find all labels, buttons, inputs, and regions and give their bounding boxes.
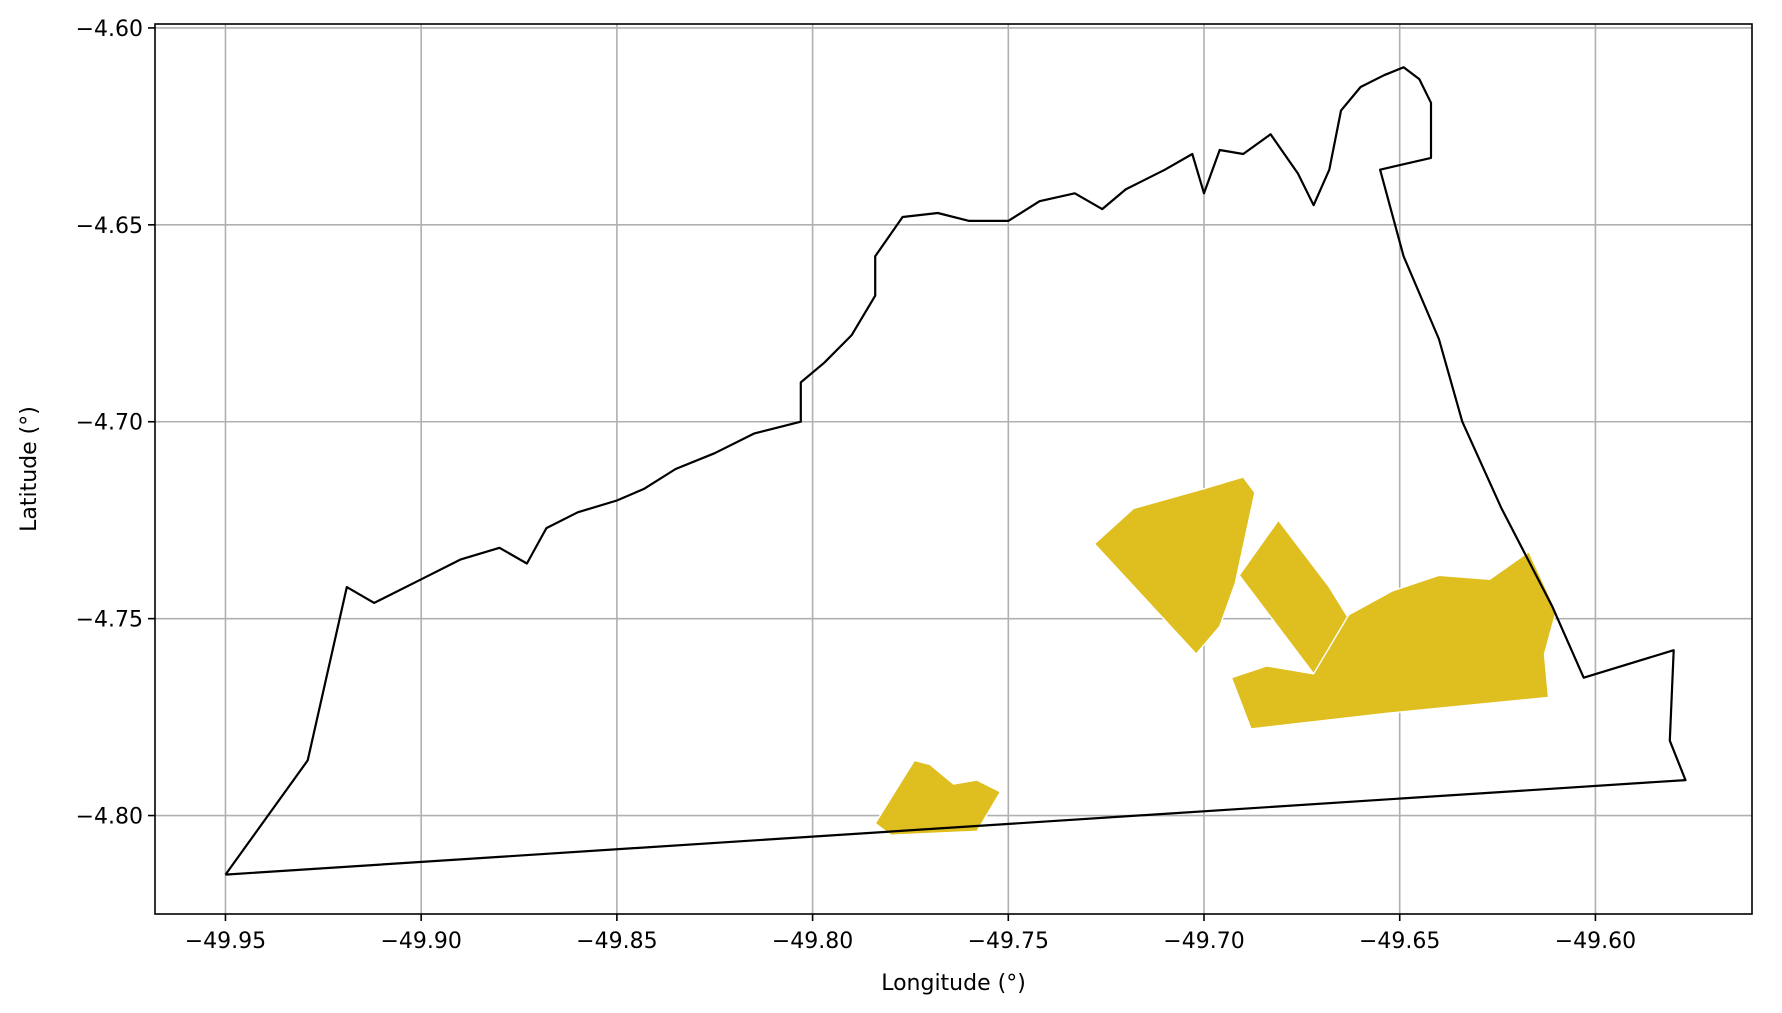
parcel-1	[1093, 476, 1256, 656]
parcel-2	[1238, 519, 1350, 676]
y-tick-label: −4.70	[76, 411, 143, 436]
boundary-line	[224, 66, 1687, 876]
y-tick-label: −4.60	[76, 17, 143, 42]
x-tick-label: −49.70	[1163, 929, 1244, 954]
grid-lines	[155, 24, 1752, 914]
x-axis-label: Longitude (°)	[881, 971, 1026, 996]
x-tick-label: −49.65	[1359, 929, 1440, 954]
x-tick-label: −49.60	[1555, 929, 1636, 954]
parcel-4	[874, 759, 1002, 836]
x-tick-label: −49.90	[380, 929, 461, 954]
parcel-areas	[874, 476, 1558, 836]
x-tick-label: −49.95	[185, 929, 266, 954]
plot-frame	[154, 23, 1753, 915]
parcel-3	[1230, 550, 1558, 730]
y-tick-label: −4.65	[76, 214, 143, 239]
y-tick-label: −4.75	[76, 608, 143, 633]
boundary-outline	[224, 66, 1687, 876]
x-tick-label: −49.75	[968, 929, 1049, 954]
x-tick-label: −49.80	[772, 929, 853, 954]
axis-ticks: −49.95 −49.90 −49.85 −49.80 −49.75 −49.70 −49.…	[76, 17, 1637, 954]
y-tick-label: −4.80	[76, 805, 143, 830]
x-tick-label: −49.85	[576, 929, 657, 954]
y-axis-label: Latitude (°)	[17, 406, 42, 532]
